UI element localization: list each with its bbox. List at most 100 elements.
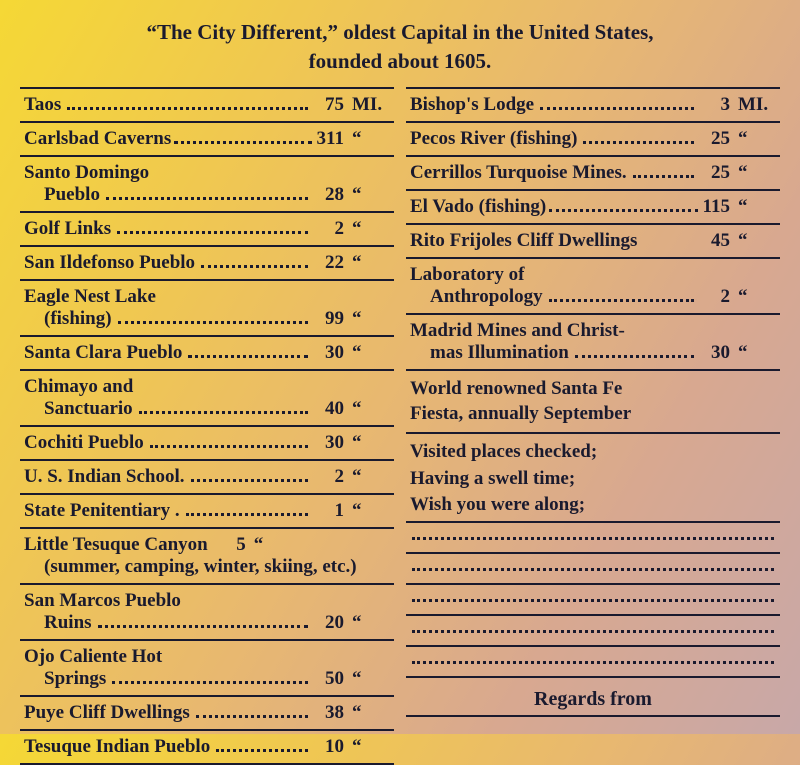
distance-unit: “ — [730, 286, 776, 308]
destination-row: Puye Cliff Dwellings 38“ — [20, 697, 394, 731]
destination-name: U. S. Indian School. — [24, 466, 185, 488]
distance-unit: “ — [730, 128, 776, 150]
destination-name: Ojo Caliente Hot — [24, 646, 162, 668]
distance-unit: “ — [344, 342, 390, 364]
destination-name: Puye Cliff Dwellings — [24, 702, 190, 724]
distance-unit: “ — [730, 196, 776, 218]
destination-row: State Penitentiary .1“ — [20, 495, 394, 529]
leader-dots — [106, 197, 308, 200]
distance-unit: “ — [730, 230, 776, 252]
write-in-line — [406, 647, 780, 678]
distance-value: 40 — [314, 398, 344, 420]
destination-name: El Vado (fishing) — [410, 196, 546, 218]
distance-unit: “ — [344, 218, 390, 240]
distance-value: 20 — [314, 612, 344, 634]
leader-dots — [583, 141, 694, 144]
destination-row: El Vado (fishing)115“ — [406, 191, 780, 225]
distance-value: 25 — [700, 128, 730, 150]
destination-name: Taos — [24, 94, 61, 116]
right-column: Bishop's Lodge 3MI. Pecos River (fishing)2… — [406, 87, 780, 765]
destination-row: Tesuque Indian Pueblo10“ — [20, 731, 394, 765]
destination-name: Tesuque Indian Pueblo — [24, 736, 210, 758]
destination-subname: Anthropology — [430, 286, 543, 308]
destination-subname: (fishing) — [44, 308, 112, 330]
leader-dots — [188, 355, 308, 358]
leader-dots — [150, 445, 308, 448]
distance-value: 50 — [314, 668, 344, 690]
destination-row: Taos 75MI. — [20, 89, 394, 123]
destination-row: Pecos River (fishing)25“ — [406, 123, 780, 157]
destination-name: Madrid Mines and Christ- — [410, 320, 625, 342]
distance-value: 75 — [314, 94, 344, 116]
regards-label: Regards from — [406, 678, 780, 717]
destination-subname: Springs — [44, 668, 106, 690]
leader-dots — [575, 355, 694, 358]
message-line: Wish you were along; — [410, 494, 585, 515]
destination-row: Little Tesuque Canyon5“(summer, camping,… — [20, 529, 394, 585]
leader-dots — [196, 715, 308, 718]
distance-unit: “ — [730, 162, 776, 184]
destination-subname: mas Illumination — [430, 342, 569, 364]
destination-row: San Ildefonso Pueblo22“ — [20, 247, 394, 281]
distance-value: 99 — [314, 308, 344, 330]
leader-dots — [201, 265, 308, 268]
distance-value: 2 — [314, 466, 344, 488]
fiesta-note: World renowned Santa FeFiesta, annually … — [406, 371, 780, 434]
destination-name: San Marcos Pueblo — [24, 590, 181, 612]
header-line1: “The City Different,” oldest Capital in … — [146, 20, 653, 44]
distance-unit: “ — [344, 702, 390, 724]
destination-subname: Ruins — [44, 612, 92, 634]
two-column-layout: Taos75MI.Carlsbad Caverns311“Santo Domin… — [0, 87, 800, 765]
leader-dots — [139, 411, 308, 414]
distance-value: 1 — [314, 500, 344, 522]
destination-name: Eagle Nest Lake — [24, 286, 156, 308]
distance-value: 2 — [700, 286, 730, 308]
destination-name: Laboratory of — [410, 264, 525, 286]
distance-value: 22 — [314, 252, 344, 274]
distance-unit: “ — [344, 432, 390, 454]
destination-row: San Marcos PuebloRuins20“ — [20, 585, 394, 641]
destination-name: Little Tesuque Canyon — [24, 534, 208, 556]
leader-dots — [633, 175, 694, 178]
leader-dots — [98, 625, 308, 628]
destination-name: Rito Frijoles Cliff Dwellings — [410, 230, 637, 252]
destination-row: Cochiti Pueblo30“ — [20, 427, 394, 461]
distance-value: 38 — [314, 702, 344, 724]
destination-name: Santo Domingo — [24, 162, 149, 184]
destination-name: Cerrillos Turquoise Mines. — [410, 162, 627, 184]
distance-value: 30 — [700, 342, 730, 364]
distance-unit: MI. — [730, 94, 776, 116]
fiesta-line1: World renowned Santa Fe — [410, 378, 622, 399]
distance-value: 3 — [700, 94, 730, 116]
message-line: Visited places checked; — [410, 441, 597, 462]
distance-unit: MI. — [344, 94, 390, 116]
leader-dots — [191, 479, 308, 482]
leader-dots — [118, 321, 308, 324]
destination-row: Golf Links2“ — [20, 213, 394, 247]
destination-subname: Sanctuario — [44, 398, 133, 420]
destination-row: Carlsbad Caverns311“ — [20, 123, 394, 157]
destination-note: (summer, camping, winter, skiing, etc.) — [24, 556, 390, 578]
destination-name: Chimayo and — [24, 376, 133, 398]
destination-row: Bishop's Lodge 3MI. — [406, 89, 780, 123]
message-block: Visited places checked;Having a swell ti… — [406, 434, 780, 523]
distance-unit: “ — [344, 500, 390, 522]
destination-row: Chimayo andSanctuario40“ — [20, 371, 394, 427]
write-in-line — [406, 554, 780, 585]
left-column: Taos 75MI. Carlsbad Caverns311“ Santo Domin… — [20, 87, 394, 765]
destination-name: San Ildefonso Pueblo — [24, 252, 195, 274]
leader-dots — [112, 681, 308, 684]
leader-dots — [540, 107, 694, 110]
leader-dots — [174, 141, 312, 144]
destination-name: Santa Clara Pueblo — [24, 342, 182, 364]
leader-dots — [549, 299, 694, 302]
destination-name: Bishop's Lodge — [410, 94, 534, 116]
destination-row: Laboratory ofAnthropology 2“ — [406, 259, 780, 315]
distance-value: 311 — [314, 128, 344, 150]
distance-unit: “ — [344, 128, 390, 150]
destination-name: Golf Links — [24, 218, 111, 240]
destination-name: Cochiti Pueblo — [24, 432, 144, 454]
write-in-line — [406, 616, 780, 647]
leader-dots — [186, 513, 308, 516]
destination-row: U. S. Indian School.2“ — [20, 461, 394, 495]
